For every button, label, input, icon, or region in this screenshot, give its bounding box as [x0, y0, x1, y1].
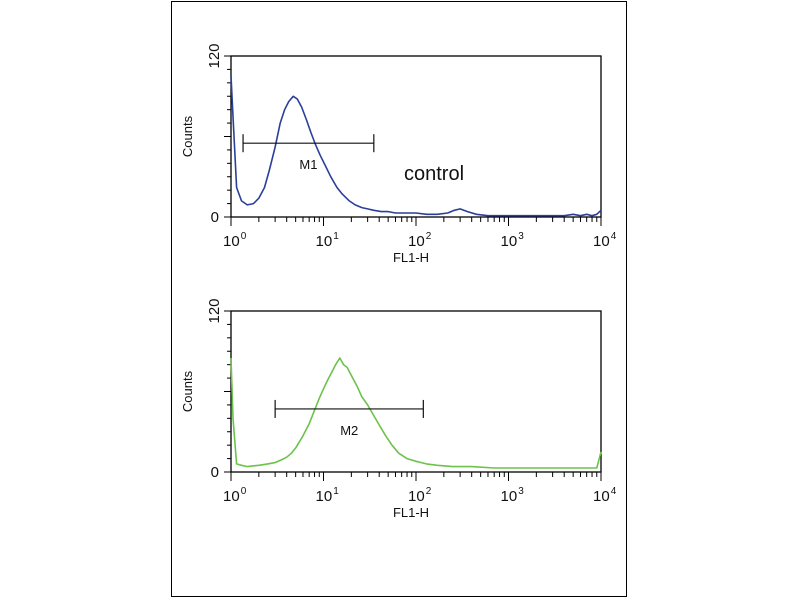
x-tick-label: 100	[223, 486, 247, 505]
y-axis-title: Counts	[180, 370, 195, 412]
gate-label: M1	[299, 157, 317, 172]
y-tick-label: 120	[206, 43, 223, 68]
plot-area	[230, 55, 602, 218]
y-axis-title: Counts	[180, 115, 195, 157]
figure-frame	[171, 1, 627, 597]
histogram-line	[230, 76, 602, 217]
y-tick-label: 120	[206, 298, 223, 323]
plot-area	[230, 310, 602, 473]
histogram-panel-control: 100 101 102 103 104 0 120 FL1-H Counts M1 control	[180, 43, 617, 265]
x-axis-title: FL1-H	[393, 250, 429, 265]
x-tick-label: 104	[593, 486, 617, 505]
x-tick-label: 101	[316, 231, 340, 250]
x-axis-title: FL1-H	[393, 505, 429, 520]
x-tick-label: 103	[501, 231, 525, 250]
histogram-panel-sample: 100 101 102 103 104 0 120 FL1-H Counts M2	[180, 298, 617, 520]
x-tick-label: 102	[408, 231, 432, 250]
histogram-line	[230, 357, 602, 469]
x-tick-label: 104	[593, 231, 617, 250]
x-tick-label: 102	[408, 486, 432, 505]
y-tick-label: 0	[211, 464, 219, 481]
x-tick-label: 101	[316, 486, 340, 505]
annotation-label: control	[404, 163, 464, 185]
x-tick-label: 103	[501, 486, 525, 505]
gate-label: M2	[340, 423, 358, 438]
x-tick-label: 100	[223, 231, 247, 250]
y-tick-label: 0	[211, 209, 219, 226]
